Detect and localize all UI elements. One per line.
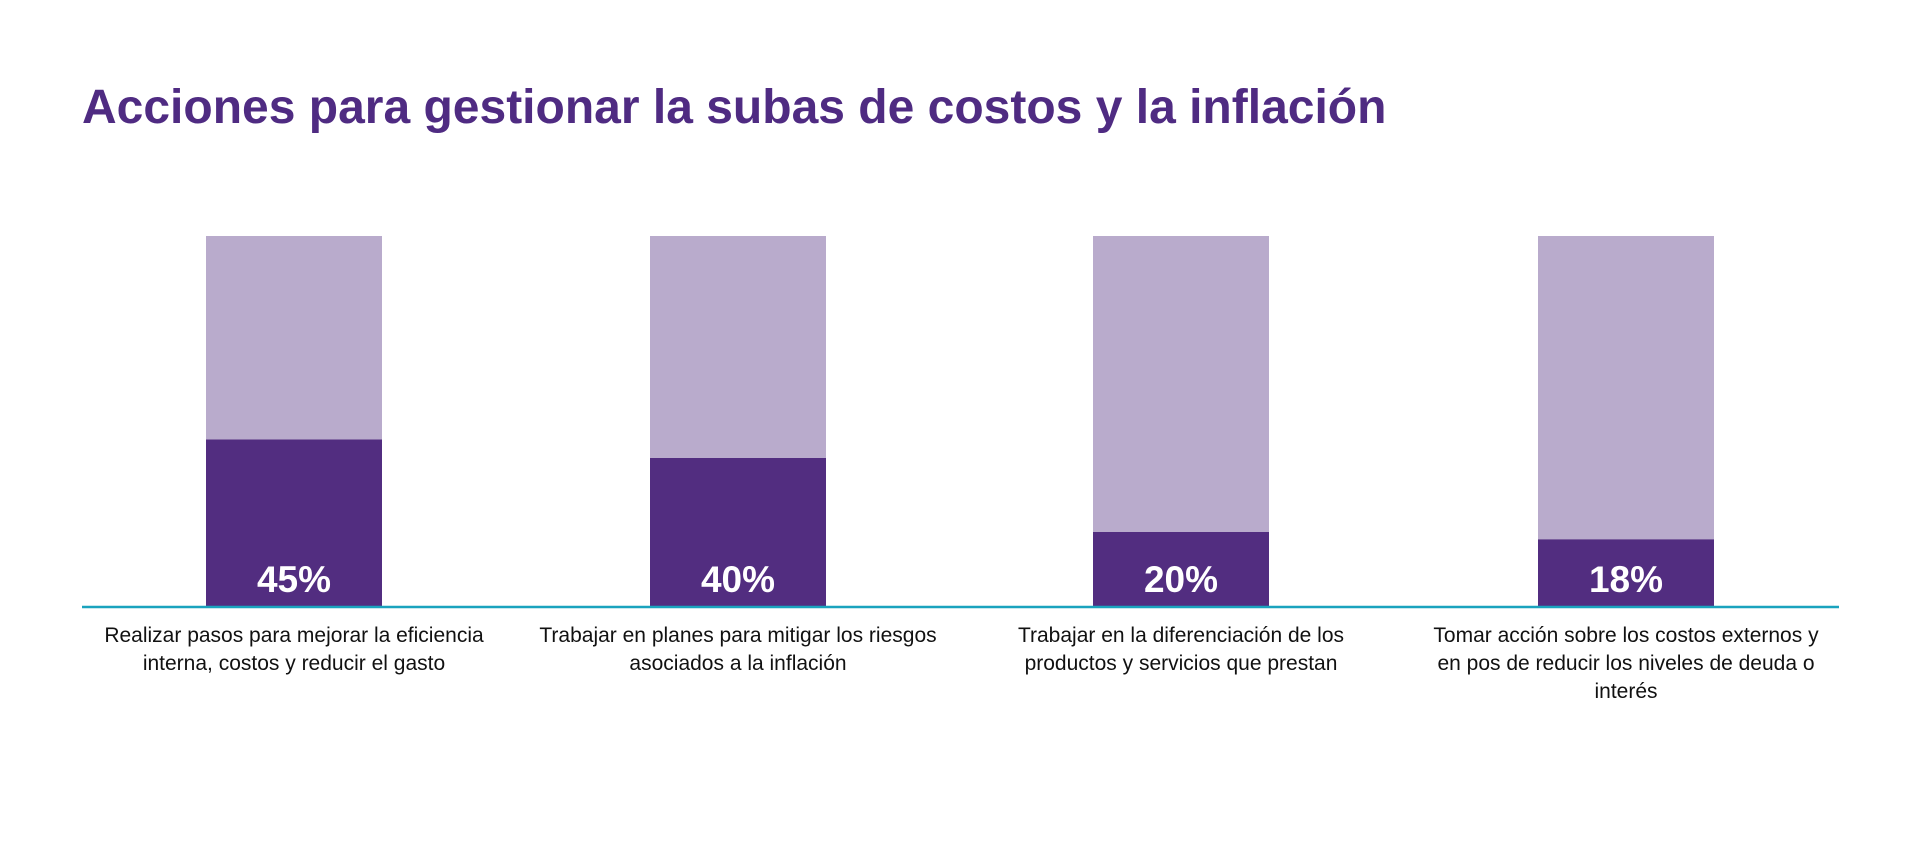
data-label: 20% [1144,559,1218,600]
bar [206,439,382,606]
chart-title: Acciones para gestionar la subas de cost… [82,81,1387,134]
data-label: 18% [1589,559,1663,600]
data-label: 40% [701,559,775,600]
category-label: Realizar pasos para mejorar la eficienci… [104,624,484,675]
bar [1538,539,1714,606]
category-label: Tomar acción sobre los costos externos y… [1433,624,1819,703]
category-label: Trabajar en planes para mitigar los ries… [539,624,937,675]
bar [1093,532,1269,606]
bar [650,458,826,606]
category-label: Trabajar en la diferenciación de los pro… [1017,624,1345,675]
data-label: 45% [257,559,331,600]
